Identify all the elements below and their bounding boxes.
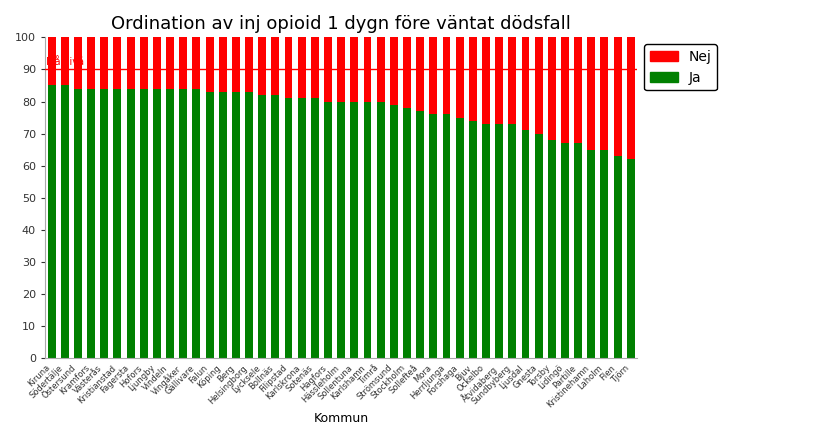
Bar — [324, 37, 332, 102]
Bar — [61, 85, 69, 359]
Bar — [495, 124, 503, 359]
Bar — [126, 37, 135, 89]
Bar — [298, 37, 305, 98]
Bar — [535, 37, 542, 134]
Title: Ordination av inj opioid 1 dygn före väntat dödsfall: Ordination av inj opioid 1 dygn före vän… — [111, 15, 571, 33]
X-axis label: Kommun: Kommun — [314, 412, 369, 425]
Bar — [614, 37, 622, 156]
Bar — [206, 92, 214, 359]
Bar — [587, 150, 595, 359]
Bar — [311, 37, 319, 98]
Bar — [285, 98, 293, 359]
Bar — [614, 156, 622, 359]
Bar — [561, 143, 569, 359]
Bar — [311, 98, 319, 359]
Bar — [192, 89, 201, 359]
Legend: Nej, Ja: Nej, Ja — [644, 44, 717, 90]
Bar — [140, 37, 148, 89]
Bar — [456, 37, 463, 117]
Bar — [101, 89, 108, 359]
Bar — [377, 37, 384, 102]
Bar — [403, 37, 411, 108]
Bar — [271, 95, 280, 359]
Bar — [337, 102, 345, 359]
Bar — [47, 85, 56, 359]
Text: Målnivå: Målnivå — [47, 57, 84, 67]
Bar — [126, 89, 135, 359]
Bar — [429, 37, 438, 114]
Bar — [456, 117, 463, 359]
Bar — [74, 37, 82, 89]
Bar — [574, 143, 582, 359]
Bar — [364, 37, 371, 102]
Bar — [626, 37, 635, 159]
Bar — [547, 140, 556, 359]
Bar — [179, 37, 187, 89]
Bar — [140, 89, 148, 359]
Bar — [245, 92, 253, 359]
Bar — [337, 37, 345, 102]
Bar — [61, 37, 69, 85]
Bar — [87, 37, 95, 89]
Bar — [350, 102, 359, 359]
Bar — [522, 37, 529, 130]
Bar — [443, 114, 450, 359]
Bar — [601, 150, 608, 359]
Bar — [469, 37, 477, 121]
Bar — [74, 89, 82, 359]
Bar — [101, 37, 108, 89]
Bar — [561, 37, 569, 143]
Bar — [416, 37, 424, 111]
Bar — [153, 89, 161, 359]
Bar — [416, 111, 424, 359]
Bar — [601, 37, 608, 150]
Bar — [258, 95, 266, 359]
Bar — [166, 89, 174, 359]
Bar — [324, 102, 332, 359]
Bar — [179, 89, 187, 359]
Bar — [219, 92, 226, 359]
Bar — [469, 121, 477, 359]
Bar — [232, 37, 240, 92]
Bar — [219, 37, 226, 92]
Bar — [626, 159, 635, 359]
Bar — [429, 114, 438, 359]
Bar — [443, 37, 450, 114]
Bar — [390, 105, 398, 359]
Bar — [47, 37, 56, 85]
Bar — [495, 37, 503, 124]
Bar — [587, 37, 595, 150]
Bar — [403, 108, 411, 359]
Bar — [245, 37, 253, 92]
Bar — [364, 102, 371, 359]
Bar — [547, 37, 556, 140]
Bar — [192, 37, 201, 89]
Bar — [87, 89, 95, 359]
Bar — [271, 37, 280, 95]
Bar — [285, 37, 293, 98]
Bar — [232, 92, 240, 359]
Bar — [508, 124, 516, 359]
Bar — [113, 37, 121, 89]
Bar — [390, 37, 398, 105]
Bar — [153, 37, 161, 89]
Bar — [258, 37, 266, 95]
Bar — [206, 37, 214, 92]
Bar — [522, 130, 529, 359]
Bar — [482, 37, 490, 124]
Bar — [508, 37, 516, 124]
Bar — [350, 37, 359, 102]
Bar — [113, 89, 121, 359]
Bar — [166, 37, 174, 89]
Bar — [377, 102, 384, 359]
Bar — [298, 98, 305, 359]
Bar — [535, 134, 542, 359]
Bar — [482, 124, 490, 359]
Bar — [574, 37, 582, 143]
